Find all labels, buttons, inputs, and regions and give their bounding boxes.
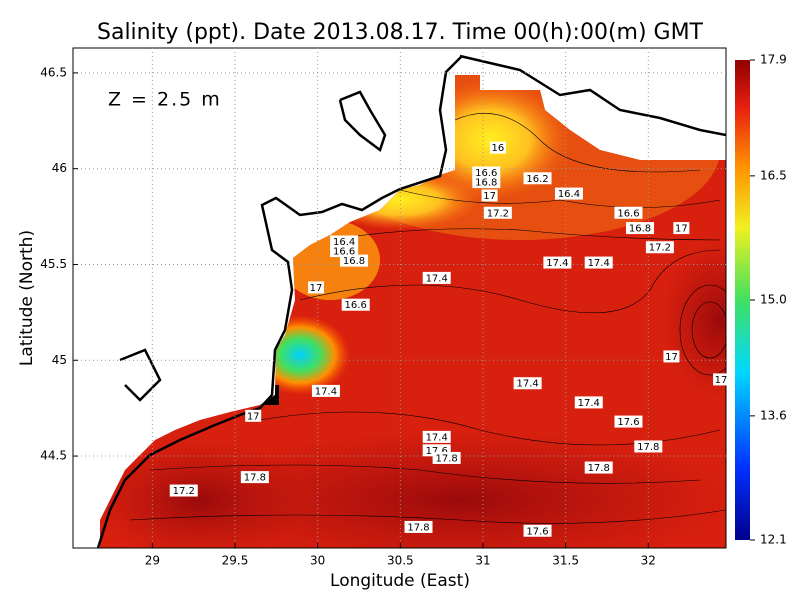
contour-label-box (341, 298, 370, 311)
contour-label-box (169, 484, 198, 497)
contour-label: 16.2 (526, 174, 548, 185)
contour-label-box (626, 222, 655, 235)
contour-label: 17 (675, 224, 688, 235)
contour-label-box (523, 172, 552, 185)
contour-label-box (513, 377, 542, 390)
y-tick-label: 45.5 (40, 257, 67, 271)
contour-label-box (543, 256, 572, 269)
contour-label: 17.8 (244, 473, 266, 484)
contour-label-box (330, 235, 359, 248)
contour-label: 17 (310, 283, 323, 294)
contour-label-box (422, 430, 451, 443)
x-tick-label: 30 (310, 554, 325, 568)
contour-label: 16 (491, 143, 504, 154)
contour-label: 17 (247, 411, 260, 422)
contour-label: 17.6 (526, 526, 548, 537)
plot-frame (72, 47, 727, 549)
contour-label: 16.6 (475, 168, 497, 179)
contour-label: 16.6 (345, 300, 367, 311)
coastline (96, 55, 463, 548)
y-tick-label: 44.5 (40, 449, 67, 463)
contour-label-box (240, 471, 269, 484)
contour-label-box (673, 222, 690, 235)
contour-label-box (634, 440, 663, 453)
colorbar-tick-label: 17.9 (760, 53, 787, 67)
contour-label-box (404, 520, 433, 533)
contour-label: 17.4 (426, 432, 448, 443)
contour-label-box (614, 206, 643, 219)
contour-label-box (311, 384, 340, 397)
contour-label-box (489, 141, 506, 154)
contour-label-box (663, 350, 680, 363)
contour-label-box (472, 176, 501, 189)
contour-label: 17.2 (649, 243, 671, 254)
contour-label: 16.4 (333, 237, 355, 248)
contour-label-box (523, 524, 552, 537)
contour-label: 17 (665, 352, 678, 363)
contour-label-box (584, 256, 613, 269)
contour-label: 17 (715, 375, 728, 386)
contour-label-box (645, 241, 674, 254)
colorbar-tick-label: 12.1 (760, 533, 787, 547)
contour-label: 16.4 (558, 189, 580, 200)
colorbar-tick-label: 13.6 (760, 408, 787, 422)
x-tick-label: 30.5 (387, 554, 414, 568)
depth-annotation: Z = 2.5 m (108, 89, 222, 111)
contour-label-box (308, 281, 325, 294)
contour-label-box (614, 415, 643, 428)
x-tick-label: 32 (641, 554, 656, 568)
contour-label: 17.4 (315, 386, 337, 397)
contour-label-box (472, 166, 501, 179)
contour-label-box (432, 451, 461, 464)
x-tick-label: 31.5 (552, 554, 579, 568)
contour-label: 17.8 (637, 442, 659, 453)
x-tick-label: 29 (145, 554, 160, 568)
contour-label-box (554, 187, 583, 200)
chart-title: Salinity (ppt). Date 2013.08.17. Time 00… (97, 20, 704, 45)
contour-label: 16.8 (475, 178, 497, 189)
contour-label-box (481, 189, 498, 202)
contour-label-box (422, 271, 451, 284)
contour-label: 17.4 (516, 379, 538, 390)
colorbar (735, 60, 750, 540)
contour-label: 17.8 (435, 453, 457, 464)
contour-label-box (483, 206, 512, 219)
contour-label-box (245, 409, 262, 422)
contour-label: 17.4 (588, 258, 610, 269)
y-tick-label: 46 (52, 161, 67, 175)
y-tick-label: 45 (52, 353, 67, 367)
contour-label-box (713, 373, 730, 386)
x-axis-label: Longitude (East) (330, 571, 470, 591)
colorbar-tick-label: 16.5 (760, 168, 787, 182)
y-tick-label: 46.5 (40, 65, 67, 79)
contour-label-box (574, 396, 603, 409)
colorbar-tick-label: 15.0 (760, 293, 787, 307)
contour-label: 17.4 (578, 398, 600, 409)
contour-label: 17.8 (407, 522, 429, 533)
contour-label: 17.6 (617, 417, 639, 428)
contour-label: 17.2 (487, 208, 509, 219)
contour-label: 16.8 (343, 256, 365, 267)
contour-label: 16.8 (629, 224, 651, 235)
contour-label-box (340, 254, 369, 267)
y-axis-label: Latitude (North) (17, 230, 37, 366)
contour-label: 17 (483, 191, 496, 202)
contour-label-box (584, 461, 613, 474)
contour-label: 16.6 (617, 208, 639, 219)
contour-label: 17.2 (173, 486, 195, 497)
contour-label: 17.6 (426, 446, 448, 457)
contour-label: 17.4 (426, 273, 448, 284)
contour-label: 16.6 (333, 247, 355, 258)
x-tick-label: 29.5 (222, 554, 249, 568)
contour-label-box (330, 245, 359, 258)
contour-label: 17.8 (588, 463, 610, 474)
x-tick-label: 31 (475, 554, 490, 568)
contour-label: 17.4 (546, 258, 568, 269)
